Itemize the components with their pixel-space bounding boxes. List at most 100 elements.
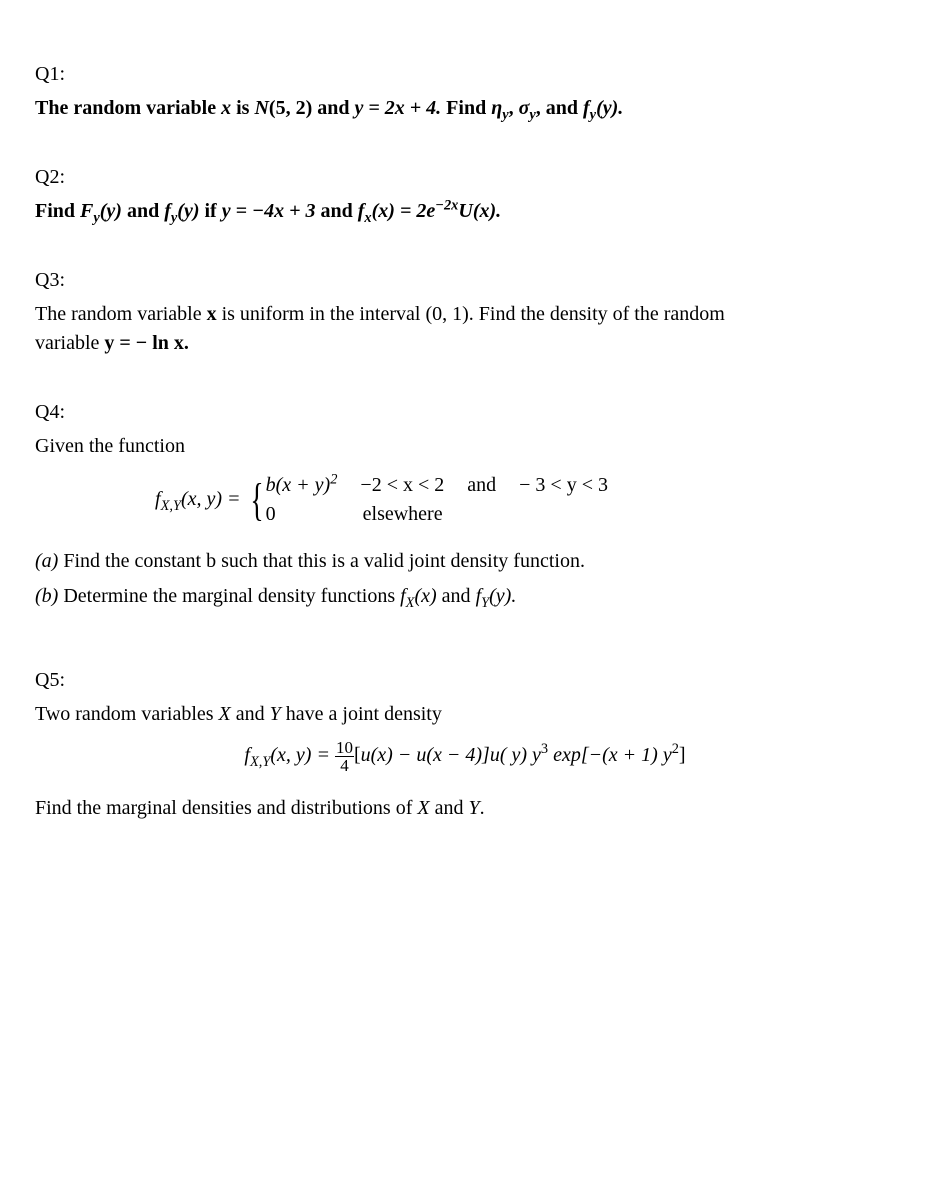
q5-last-and: and <box>430 797 469 819</box>
q4-fsub: X,Y <box>161 498 181 514</box>
q5-frac: 104 <box>335 739 354 776</box>
q1-sigma: σy <box>519 97 536 119</box>
r1-a: b(x + y) <box>266 474 331 496</box>
q2-yeq: y = −4x + 3 <box>222 200 316 222</box>
frac-d: 4 <box>335 757 354 776</box>
q1-find: Find <box>441 97 491 119</box>
q5-last-a: Find the marginal densities and distribu… <box>35 797 417 819</box>
r2-cond: elsewhere <box>363 503 443 525</box>
q2-Fy: Fy(y) <box>80 200 122 222</box>
q3-mid: is uniform in the interval (0, 1). Find … <box>217 303 725 325</box>
piecewise: { b(x + y)2 −2 < x < 2 and − 3 < y < 3 0… <box>246 471 608 529</box>
q4-b: (b) Determine the marginal density funct… <box>35 582 895 611</box>
q1-is: is <box>231 97 254 119</box>
brace: { <box>250 482 263 518</box>
q5-uy: u( y) y <box>490 744 541 766</box>
q1-params: (5, 2) <box>269 97 312 119</box>
q5-formula: fX,Y(x, y) = 104[u(x) − u(x − 4)]u( y) y… <box>35 739 895 776</box>
q1-N: N <box>254 97 268 119</box>
r1-and: and <box>467 474 496 496</box>
q2-e: e−2x <box>426 200 458 222</box>
bfy-sub: Y <box>481 595 489 611</box>
q4-formula: fX,Y(x, y) = { b(x + y)2 −2 < x < 2 and … <box>35 471 895 529</box>
bfy-arg: (y). <box>489 585 516 607</box>
U-sym: U <box>458 200 472 222</box>
open-b: [ <box>354 744 361 766</box>
q4-b-and: and <box>437 585 476 607</box>
q5-intro-b: have a joint density <box>281 703 442 725</box>
q2-if: if <box>199 200 221 222</box>
q2-U: U(x). <box>458 200 501 222</box>
fy2-sym: f <box>164 200 171 222</box>
sigma-sym: σ <box>519 97 530 119</box>
piece-row-1: b(x + y)2 −2 < x < 2 and − 3 < y < 3 <box>266 471 608 500</box>
q5-label: Q5: <box>35 666 895 695</box>
q3-yeq: y = − ln x. <box>104 332 188 354</box>
q3-label: Q3: <box>35 266 895 295</box>
q5-y3: 3 <box>541 741 548 757</box>
q1-andy: and <box>312 97 354 119</box>
q2-fx: fx(x) = 2 <box>358 200 427 222</box>
q5-X: X <box>219 703 231 725</box>
q4-label: Q4: <box>35 398 895 427</box>
q5-last-Y: Y <box>468 797 479 819</box>
r1-exp: 2 <box>330 471 337 487</box>
q1-c1: , <box>509 97 519 119</box>
q4-fxy: fX,Y(x, y) = <box>155 488 246 510</box>
q4-a: (a) Find the constant b such that this i… <box>35 547 895 576</box>
q4-b-pre: Determine the marginal density functions <box>63 585 400 607</box>
fy2-arg: (y) <box>177 200 199 222</box>
q1-body: The random variable x is N(5, 2) and y =… <box>35 94 895 123</box>
frac-n: 10 <box>335 739 354 757</box>
q4-a-label: (a) <box>35 550 58 572</box>
fy-sym: f <box>583 97 590 119</box>
q5-y2: 2 <box>672 741 679 757</box>
r1-ycond: − 3 < y < 3 <box>519 474 608 496</box>
q5-fxy: fX,Y(x, y) = <box>244 744 335 766</box>
r1-bxy: b(x + y)2 <box>266 474 338 496</box>
q5-ux: u(x) − u(x − 4)] <box>361 744 490 766</box>
q4-given: Given the function <box>35 432 895 461</box>
q5-Y: Y <box>270 703 281 725</box>
fy-arg: (y). <box>596 97 623 119</box>
q4-a-text: Find the constant b such that this is a … <box>63 550 585 572</box>
q2-and2: and <box>316 200 358 222</box>
q2-label: Q2: <box>35 163 895 192</box>
q1-c2: , and <box>536 97 583 119</box>
q5-intro-a: Two random variables <box>35 703 219 725</box>
q3-x: x <box>207 303 217 325</box>
q5-body: Two random variables X and Y have a join… <box>35 700 895 823</box>
q4-b-fx: fX(x) <box>400 585 437 607</box>
Fy-arg: (y) <box>100 200 122 222</box>
Fy-sym: F <box>80 200 93 222</box>
q1-pre: The random variable <box>35 97 221 119</box>
q2-and: and <box>122 200 164 222</box>
q3-body: The random variable x is uniform in the … <box>35 300 895 358</box>
fx-sub: x <box>364 210 371 226</box>
piece-row-2: 0 elsewhere <box>266 500 608 529</box>
q4-b-fy: fY(y). <box>476 585 517 607</box>
fx-arg: (x) = 2 <box>372 200 427 222</box>
q4-b-label: (b) <box>35 585 58 607</box>
q5-last-X: X <box>417 797 429 819</box>
q3-l1: The random variable <box>35 303 207 325</box>
q5-exp: exp[−(x + 1) y <box>548 744 672 766</box>
r2-val: 0 <box>266 503 276 525</box>
q1-fy: fy(y). <box>583 97 623 119</box>
q5f-sub: X,Y <box>250 754 270 770</box>
q1-yeq: y = 2x + 4. <box>355 97 442 119</box>
q2-find: Find <box>35 200 80 222</box>
U-arg: (x). <box>473 200 501 222</box>
q5f-arg: (x, y) = <box>270 744 335 766</box>
q1-x: x <box>221 97 231 119</box>
q3-l2a: variable <box>35 332 104 354</box>
q1-eta: ηy <box>491 97 508 119</box>
q5-period: . <box>480 797 485 819</box>
e-exp: −2x <box>435 197 458 213</box>
q4-farg: (x, y) = <box>181 488 246 510</box>
q4-body: Given the function fX,Y(x, y) = { b(x + … <box>35 432 895 611</box>
piece-col: b(x + y)2 −2 < x < 2 and − 3 < y < 3 0 e… <box>266 471 608 529</box>
bfx-arg: (x) <box>414 585 436 607</box>
eta-sym: η <box>491 97 502 119</box>
r1-cond: −2 < x < 2 <box>360 474 444 496</box>
